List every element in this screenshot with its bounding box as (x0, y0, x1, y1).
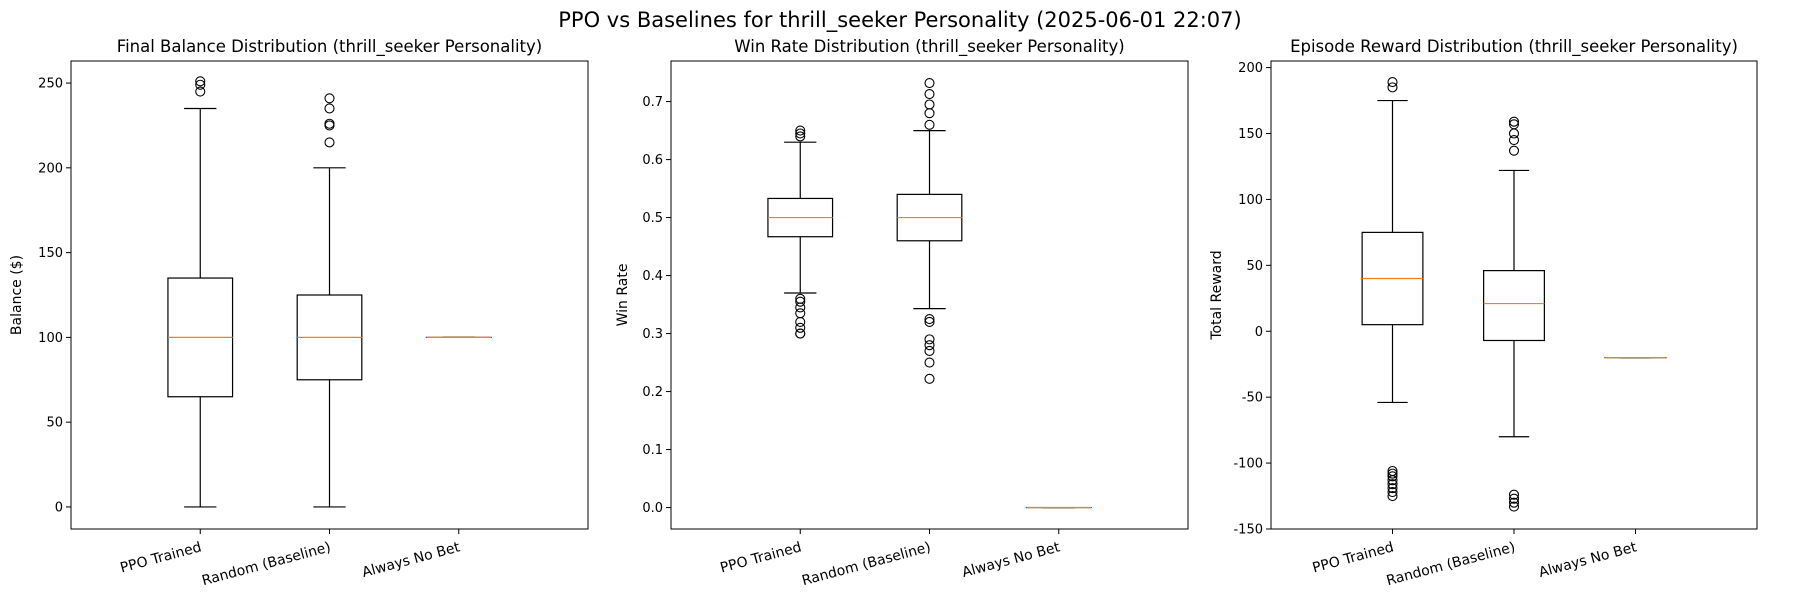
outlier-point (1508, 497, 1520, 508)
x-tick-label: Random (Baseline) (800, 539, 932, 589)
outlier-point (924, 99, 935, 110)
x-tick-label: Always No Bet (960, 539, 1062, 581)
outlier-point (795, 131, 806, 142)
x-tick-label: PPO Trained (719, 539, 804, 576)
subplots: Final Balance Distribution (thrill_seeke… (9, 37, 1758, 589)
y-tick-label: 200 (1238, 61, 1263, 76)
box-random-baseline (896, 77, 963, 384)
outlier-point (795, 308, 806, 319)
outlier-point (795, 125, 806, 136)
outlier-point (1508, 501, 1520, 512)
outlier-point (324, 93, 335, 104)
y-tick-label: 50 (46, 416, 63, 431)
y-tick-label: 250 (38, 77, 63, 92)
y-tick-label: 0.6 (642, 153, 663, 168)
y-tick-label: -150 (1233, 523, 1263, 538)
outlier-point (1508, 135, 1520, 146)
box-ppo-trained (767, 125, 834, 339)
outlier-point (795, 316, 806, 328)
y-axis-label: Total Reward (1209, 250, 1225, 340)
y-tick-label: -50 (1242, 391, 1263, 406)
outlier-point (924, 373, 935, 384)
outlier-point (924, 345, 935, 357)
figure-title: PPO vs Baselines for thrill_seeker Perso… (558, 8, 1241, 33)
outlier-point (924, 340, 935, 351)
outlier-point (924, 316, 935, 328)
x-tick-label: Random (Baseline) (200, 539, 332, 589)
y-tick-label: 0 (55, 500, 63, 515)
x-tick-label: Always No Bet (360, 539, 462, 581)
outlier-point (195, 86, 206, 97)
outlier-point (1508, 493, 1520, 504)
outlier-point (1387, 77, 1398, 88)
y-tick-label: 0.7 (642, 95, 663, 110)
outlier-point (1387, 471, 1398, 482)
y-tick-label: 150 (38, 246, 63, 261)
outlier-point (924, 357, 935, 368)
outlier-point (1387, 483, 1398, 494)
y-tick-label: 0.5 (642, 211, 663, 226)
y-axis-label: Win Rate (615, 264, 631, 327)
y-tick-label: 150 (1238, 127, 1263, 142)
box-ppo-trained (167, 76, 234, 508)
outlier-point (1508, 489, 1520, 500)
axes-frame (1270, 60, 1758, 530)
outlier-point (1508, 119, 1520, 130)
subplot-3: Episode Reward Distribution (thrill_seek… (1209, 37, 1758, 589)
box-random-baseline (1483, 116, 1545, 512)
outlier-point (924, 89, 935, 100)
outlier-point (795, 296, 806, 307)
y-tick-label: 0.0 (642, 501, 663, 516)
x-tick-label: Always No Bet (1537, 539, 1639, 581)
y-tick-label: 0 (1255, 325, 1263, 340)
y-tick-label: 200 (38, 161, 63, 176)
y-axis-label: Balance ($) (9, 255, 25, 335)
outlier-point (924, 108, 935, 119)
x-tick-label: PPO Trained (119, 539, 204, 576)
outlier-point (324, 137, 335, 148)
y-tick-label: 0.3 (642, 327, 663, 342)
box-ppo-trained (1361, 77, 1424, 502)
y-tick-label: 0.4 (642, 269, 663, 284)
outlier-point (195, 79, 206, 90)
subplot-title: Episode Reward Distribution (thrill_seek… (1290, 37, 1738, 57)
subplot-title: Win Rate Distribution (thrill_seeker Per… (734, 37, 1124, 57)
outlier-point (795, 128, 806, 139)
outlier-point (924, 334, 935, 345)
x-tick-label: Random (Baseline) (1385, 539, 1517, 589)
outlier-point (1387, 82, 1398, 93)
outlier-point (1387, 468, 1398, 479)
y-tick-label: 100 (38, 331, 63, 346)
outlier-point (795, 293, 806, 304)
axes-frame (70, 60, 589, 530)
y-tick-label: 100 (1238, 193, 1263, 208)
outlier-point (795, 322, 806, 333)
outlier-point (324, 103, 335, 114)
axes-frame (670, 60, 1189, 530)
outlier-point (195, 76, 206, 87)
outlier-point (1387, 479, 1398, 490)
outlier-point (795, 328, 806, 339)
outlier-point (924, 119, 935, 130)
outlier-point (1387, 487, 1398, 498)
outlier-point (1508, 116, 1520, 127)
outlier-point (924, 314, 935, 325)
y-tick-label: 0.1 (642, 443, 663, 458)
outlier-point (1508, 145, 1520, 156)
outlier-point (924, 77, 935, 89)
x-tick-label: PPO Trained (1311, 539, 1396, 576)
outlier-point (1387, 465, 1398, 477)
box-iqr (1483, 270, 1545, 342)
subplot-2: Win Rate Distribution (thrill_seeker Per… (615, 37, 1189, 589)
subplot-title: Final Balance Distribution (thrill_seeke… (117, 37, 542, 57)
outlier-point (1387, 490, 1398, 502)
outlier-point (1508, 128, 1520, 139)
subplot-1: Final Balance Distribution (thrill_seeke… (9, 37, 589, 589)
y-tick-label: 0.2 (642, 385, 663, 400)
y-tick-label: -100 (1233, 457, 1263, 472)
outlier-point (324, 118, 335, 129)
box-random-baseline (296, 93, 363, 508)
y-tick-label: 50 (1246, 259, 1263, 274)
